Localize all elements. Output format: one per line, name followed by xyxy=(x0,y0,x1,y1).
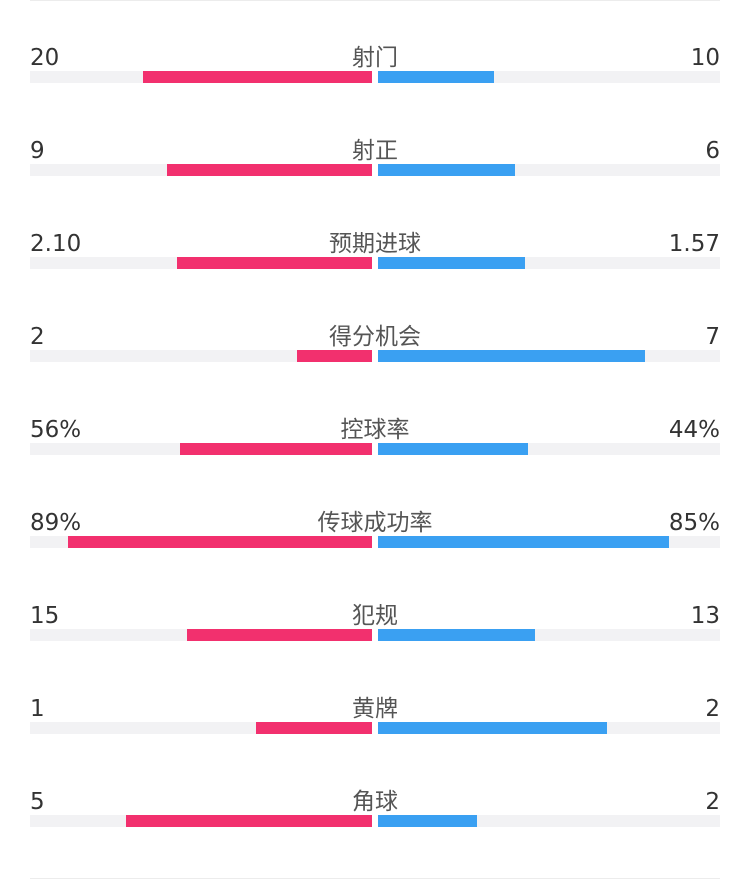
home-value: 56% xyxy=(30,417,82,443)
away-value: 2 xyxy=(705,789,720,815)
home-bar xyxy=(187,629,372,641)
away-value: 85% xyxy=(668,510,720,536)
away-value: 2 xyxy=(705,696,720,722)
home-bar-track xyxy=(30,443,372,455)
stat-label: 角球 xyxy=(352,789,398,815)
home-bar-track xyxy=(30,257,372,269)
away-bar-track xyxy=(378,536,720,548)
home-value: 5 xyxy=(30,789,45,815)
stat-row: 15 犯规 13 xyxy=(0,600,750,660)
away-value: 7 xyxy=(705,324,720,350)
stat-label: 预期进球 xyxy=(329,231,421,257)
home-bar xyxy=(142,71,372,83)
stat-label: 黄牌 xyxy=(352,696,398,722)
home-bar-track xyxy=(30,164,372,176)
away-bar xyxy=(378,257,526,269)
away-value: 44% xyxy=(668,417,720,443)
home-bar xyxy=(255,722,372,734)
home-bar xyxy=(180,443,372,455)
away-bar xyxy=(378,629,536,641)
stat-label: 射门 xyxy=(352,45,398,71)
away-bar xyxy=(378,443,529,455)
stat-row: 2.10 预期进球 1.57 xyxy=(0,228,750,288)
stat-row: 1 黄牌 2 xyxy=(0,693,750,753)
home-bar xyxy=(166,164,372,176)
home-value: 1 xyxy=(30,696,45,722)
away-bar xyxy=(378,722,608,734)
home-bar-track xyxy=(30,722,372,734)
home-bar-track xyxy=(30,815,372,827)
home-bar xyxy=(177,257,372,269)
away-bar-track xyxy=(378,257,720,269)
away-value: 1.57 xyxy=(668,231,720,257)
away-bar-track xyxy=(378,350,720,362)
stat-row: 9 射正 6 xyxy=(0,135,750,195)
home-value: 2.10 xyxy=(30,231,82,257)
away-bar xyxy=(378,164,515,176)
home-value: 89% xyxy=(30,510,82,536)
home-value: 15 xyxy=(30,603,60,629)
home-bar xyxy=(67,536,372,548)
home-bar xyxy=(125,815,372,827)
stat-row: 20 射门 10 xyxy=(0,42,750,102)
home-bar-track xyxy=(30,536,372,548)
stat-label: 射正 xyxy=(352,138,398,164)
away-bar xyxy=(378,815,478,827)
stat-label: 控球率 xyxy=(340,417,410,443)
stat-row: 2 得分机会 7 xyxy=(0,321,750,381)
stat-label: 犯规 xyxy=(352,603,398,629)
home-value: 9 xyxy=(30,138,45,164)
away-value: 6 xyxy=(705,138,720,164)
top-divider xyxy=(30,0,720,1)
away-bar-track xyxy=(378,71,720,83)
stat-label: 传球成功率 xyxy=(317,510,433,536)
home-bar-track xyxy=(30,350,372,362)
home-bar-track xyxy=(30,629,372,641)
home-bar xyxy=(296,350,372,362)
home-value: 2 xyxy=(30,324,45,350)
stat-row: 5 角球 2 xyxy=(0,786,750,846)
away-bar-track xyxy=(378,815,720,827)
away-bar-track xyxy=(378,722,720,734)
away-value: 13 xyxy=(690,603,720,629)
stat-row: 56% 控球率 44% xyxy=(0,414,750,474)
away-bar xyxy=(378,536,669,548)
away-bar-track xyxy=(378,443,720,455)
home-value: 20 xyxy=(30,45,60,71)
bottom-divider xyxy=(30,878,720,879)
away-value: 10 xyxy=(690,45,720,71)
stat-label: 得分机会 xyxy=(329,324,421,350)
stat-row: 89% 传球成功率 85% xyxy=(0,507,750,567)
away-bar-track xyxy=(378,164,720,176)
home-bar-track xyxy=(30,71,372,83)
away-bar-track xyxy=(378,629,720,641)
away-bar xyxy=(378,350,645,362)
away-bar xyxy=(378,71,495,83)
